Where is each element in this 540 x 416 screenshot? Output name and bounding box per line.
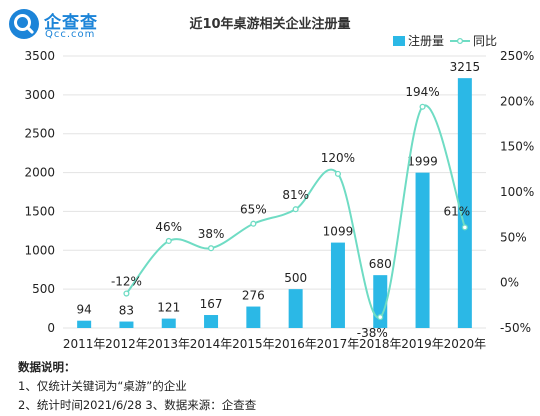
x-tick-label: 2014年 — [190, 337, 233, 351]
yoy-point — [292, 206, 299, 213]
yoy-point — [165, 237, 172, 245]
brand-domain: Qcc.com — [45, 29, 96, 40]
yoy-point — [334, 170, 342, 177]
yoy-value-label: -12% — [111, 275, 142, 289]
y-right-tick-label: -50% — [500, 321, 531, 335]
x-tick-label: 2013年 — [147, 337, 190, 351]
yoy-value-label: 81% — [282, 188, 309, 202]
x-tick-label: 2011年 — [63, 337, 106, 351]
bar — [457, 78, 472, 328]
bar — [246, 306, 261, 328]
yoy-value-label: 65% — [240, 203, 267, 217]
chart-title: 近10年桌游相关企业注册量 — [189, 17, 351, 32]
x-tick-label: 2019年 — [401, 337, 444, 351]
yoy-point — [123, 290, 130, 297]
yoy-value-label: 194% — [405, 85, 439, 99]
notes-title: 数据说明： — [18, 360, 76, 374]
y-right-tick-label: 50% — [500, 230, 527, 244]
legend-line-marker — [456, 37, 464, 45]
y-left-tick-label: 3000 — [24, 88, 55, 102]
yoy-line — [125, 104, 466, 319]
y-left-tick-label: 1000 — [24, 243, 55, 257]
yoy-point — [461, 224, 468, 231]
yoy-point — [208, 245, 215, 252]
yoy-value-label: -38% — [357, 326, 388, 340]
y-right-tick-label: 150% — [500, 140, 534, 154]
y-left-tick-label: 3500 — [24, 49, 55, 63]
bar — [204, 315, 219, 328]
notes-line-1: 1、仅统计关键词为“桌游”的企业 — [18, 379, 187, 393]
y-left-tick-label: 2000 — [24, 166, 55, 180]
bar — [288, 289, 303, 328]
bar-value-label: 1999 — [407, 155, 438, 169]
bar — [415, 172, 430, 328]
y-left-tick-label: 1500 — [24, 204, 55, 218]
bar-value-label: 83 — [119, 304, 134, 318]
bar — [373, 275, 388, 328]
yoy-value-label: 120% — [321, 151, 355, 165]
x-tick-label: 2016年 — [274, 337, 317, 351]
y-left-tick-label: 0 — [47, 321, 55, 335]
bar — [119, 321, 134, 328]
bar-value-label: 121 — [157, 301, 180, 315]
y-left-tick-label: 2500 — [24, 127, 55, 141]
bar — [161, 318, 176, 328]
x-tick-label: 2018年 — [359, 337, 402, 351]
yoy-value-label: 46% — [155, 220, 182, 234]
legend-bar-label: 注册量 — [408, 33, 444, 48]
yoy-point — [419, 103, 426, 110]
bar-value-label: 94 — [77, 303, 92, 317]
bar — [77, 320, 92, 328]
yoy-value-label: 61% — [444, 204, 471, 218]
bar-value-label: 167 — [200, 297, 223, 311]
y-right-tick-label: 100% — [500, 185, 534, 199]
bar-value-label: 3215 — [450, 60, 481, 74]
x-tick-label: 2017年 — [317, 337, 360, 351]
yoy-point — [250, 220, 257, 227]
qcc-logo-icon — [9, 9, 39, 39]
legend-line-label: 同比 — [473, 34, 497, 48]
x-tick-label: 2012年 — [105, 337, 148, 351]
yoy-point — [377, 314, 384, 321]
notes-line-2: 2、统计时间2021/6/28 3、数据来源：企查查 — [18, 398, 257, 412]
y-left-tick-label: 500 — [32, 282, 55, 296]
brand-name: 企查查 — [44, 13, 98, 33]
bar-value-label: 276 — [242, 289, 265, 303]
bar — [330, 242, 345, 328]
brand-logo: 企查查 Qcc.com — [8, 6, 148, 44]
y-right-tick-label: 250% — [500, 49, 534, 63]
data-notes: 数据说明： 1、仅统计关键词为“桌游”的企业 2、统计时间2021/6/28 3… — [18, 358, 256, 415]
legend-bar-swatch — [393, 36, 405, 46]
bar-value-label: 500 — [284, 271, 307, 285]
y-right-tick-label: 200% — [500, 94, 534, 108]
x-tick-label: 2015年 — [232, 337, 275, 351]
yoy-value-label: 38% — [198, 227, 225, 241]
bar-value-label: 680 — [369, 257, 392, 271]
bar-value-label: 1099 — [323, 225, 354, 239]
x-tick-label: 2020年 — [444, 337, 487, 351]
y-right-tick-label: 0% — [500, 276, 519, 290]
